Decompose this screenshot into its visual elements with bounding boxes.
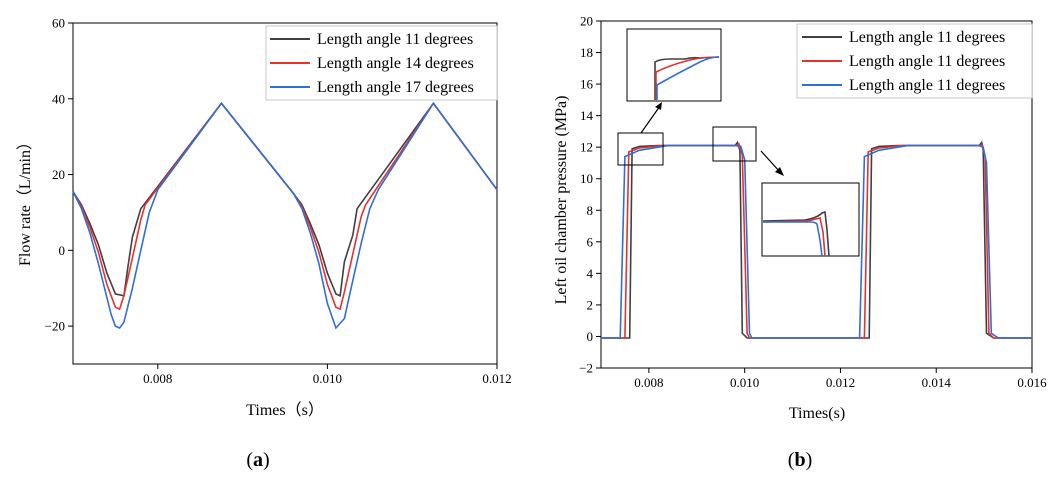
chart-a-x-ticks: 0.008 0.010 0.012 — [143, 364, 512, 386]
chart-b-y-label: Left oil chamber pressure (MPa) — [553, 96, 570, 305]
chart-b-series-group — [601, 140, 1032, 339]
chart-b-x-label: Times(s) — [789, 405, 845, 422]
chart-b-legend-label-2: Length angle 11 degrees — [849, 53, 1005, 70]
chart-a-panel-label: (a) — [246, 449, 269, 471]
chart-b-y-ticks: −2 0 2 4 6 8 10 12 14 16 18 20 — [579, 14, 601, 376]
chart-b-x-tick-label: 0.016 — [1017, 375, 1047, 390]
chart-b-y-tick-label: 10 — [580, 171, 593, 186]
inset-2-line-blue — [763, 221, 823, 257]
chart-a-x-tick-label: 0.012 — [482, 371, 511, 386]
chart-b-y-tick-label: 20 — [580, 14, 593, 29]
chart-a-plot-frame — [72, 22, 498, 365]
chart-b-inset-2 — [761, 182, 860, 257]
chart-b-y-tick-label: 2 — [587, 297, 594, 312]
chart-a-legend-label-2: Length angle 14 degrees — [317, 55, 474, 72]
chart-b-y-tick-label: 4 — [587, 266, 594, 281]
chart-b-x-tick-label: 0.014 — [922, 375, 952, 390]
chart-b-legend-label-1: Length angle 11 degrees — [849, 29, 1005, 46]
chart-a-x-tick-label: 0.010 — [313, 371, 342, 386]
chart-b-inset-arrow-1 — [640, 102, 662, 134]
chart-b-highlight-box-2 — [712, 126, 757, 162]
chart-b-x-tick-label: 0.012 — [826, 375, 855, 390]
chart-b-inset-arrow-2 — [760, 150, 784, 176]
chart-b-x-tick-label: 0.008 — [634, 375, 663, 390]
panel-b-close-paren: ) — [806, 449, 813, 471]
chart-a-y-tick-label: −20 — [45, 319, 65, 334]
chart-b-x-tick-label: 0.010 — [730, 375, 759, 390]
chart-b-y-tick-label: −2 — [579, 361, 593, 376]
chart-b-y-tick-label: 12 — [580, 140, 593, 155]
chart-b-legend-label-3: Length angle 11 degrees — [849, 77, 1005, 94]
chart-b-series-3-line — [601, 144, 1032, 339]
panel-a-close-paren: ) — [263, 449, 270, 471]
chart-b-y-tick-label: 18 — [580, 45, 593, 60]
chart-a-y-tick-label: 40 — [52, 91, 65, 106]
chart-a-legend-label-3: Length angle 17 degrees — [317, 79, 474, 96]
chart-b-y-tick-label: 14 — [580, 108, 594, 123]
chart-b-plot-frame — [600, 20, 1033, 369]
chart-a-series-3-line — [72, 101, 498, 330]
chart-a-y-label: Flow rate（L/min） — [16, 134, 34, 266]
chart-a-series-2-line — [72, 101, 498, 311]
inset-1-line-blue — [656, 56, 720, 100]
chart-a-series-group — [72, 101, 498, 330]
inset-1-line-dark — [654, 56, 720, 100]
panel-a-open-paren: ( — [246, 449, 253, 471]
chart-a-x-tick-label: 0.008 — [143, 371, 172, 386]
chart-a-y-tick-label: 20 — [52, 167, 65, 182]
chart-a-y-tick-label: 60 — [52, 16, 65, 31]
chart-b-legend: Length angle 11 degrees Length angle 11 … — [796, 23, 1033, 99]
inset-1-line-red — [655, 56, 720, 100]
inset-2-line-dark — [762, 210, 830, 257]
chart-b-y-tick-label: 16 — [580, 77, 594, 92]
chart-a-legend-label-1: Length angle 11 degrees — [317, 31, 473, 48]
chart-b-x-ticks: 0.008 0.010 0.012 0.014 0.016 — [634, 368, 1047, 390]
chart-b-y-tick-label: 6 — [587, 234, 594, 249]
panel-a-letter: a — [253, 449, 263, 471]
chart-b: 0.008 0.010 0.012 0.014 0.016 −2 0 2 4 6 8 10 12 14 1… — [553, 14, 1047, 472]
chart-b-y-tick-label: 0 — [587, 329, 594, 344]
chart-a-y-tick-label: 0 — [59, 243, 66, 258]
inset-2-line-red — [762, 217, 826, 257]
chart-a: 0.008 0.010 0.012 −20 0 20 40 60 Times（s） Flow… — [16, 16, 512, 472]
chart-b-inset-1 — [626, 28, 722, 102]
chart-a-y-ticks: −20 0 20 40 60 — [45, 16, 73, 334]
panel-b-open-paren: ( — [788, 449, 795, 471]
chart-a-x-label: Times（s） — [246, 401, 324, 419]
panel-b-letter: b — [794, 449, 805, 471]
chart-a-legend: Length angle 11 degrees Length angle 14 … — [265, 25, 498, 101]
chart-b-highlight-box-1 — [617, 132, 664, 166]
chart-b-panel-label: (b) — [788, 449, 812, 471]
chart-b-y-tick-label: 8 — [587, 203, 594, 218]
